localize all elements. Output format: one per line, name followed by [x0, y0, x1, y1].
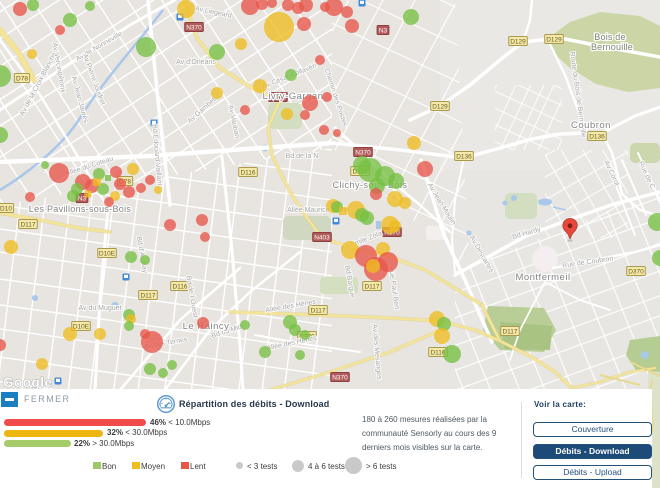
svg-text:D78: D78 [16, 76, 28, 83]
svg-text:N370: N370 [270, 95, 286, 102]
svg-text:D116: D116 [172, 284, 187, 291]
svg-text:N3: N3 [78, 196, 87, 203]
svg-text:D370: D370 [628, 269, 644, 276]
svg-text:D117: D117 [140, 293, 155, 300]
svg-text:Bd de la N: Bd de la N [286, 153, 319, 160]
svg-text:Bois de: Bois de [594, 32, 625, 42]
svg-text:D117: D117 [502, 329, 517, 336]
svg-text:D129: D129 [546, 37, 562, 44]
svg-text:Coubron: Coubron [571, 120, 611, 131]
svg-text:Bernouille: Bernouille [591, 42, 633, 52]
svg-text:N370: N370 [186, 25, 202, 32]
svg-text:Av d'Orléans: Av d'Orléans [176, 59, 216, 66]
svg-text:Montfermeil: Montfermeil [515, 272, 570, 283]
svg-text:D10: D10 [0, 206, 12, 213]
svg-text:N403: N403 [314, 235, 330, 242]
svg-text:D117: D117 [20, 222, 35, 229]
svg-text:D117: D117 [364, 284, 379, 291]
svg-text:D129: D129 [432, 104, 448, 111]
svg-text:D116: D116 [240, 170, 255, 177]
svg-text:D10E: D10E [99, 251, 116, 258]
svg-text:D136: D136 [456, 154, 472, 161]
svg-text:D10E: D10E [73, 324, 90, 331]
svg-text:D136: D136 [589, 134, 605, 141]
svg-text:D116: D116 [430, 350, 445, 357]
svg-text:N3: N3 [379, 28, 388, 35]
svg-text:D117: D117 [310, 308, 325, 315]
svg-text:Allée Maurice Audin: Allée Maurice Audin [287, 207, 349, 214]
svg-text:N370: N370 [355, 150, 371, 157]
svg-text:Google: Google [3, 375, 53, 390]
svg-text:N370: N370 [332, 375, 348, 382]
svg-text:Av du Muguet: Av du Muguet [78, 305, 121, 312]
svg-text:D129: D129 [510, 39, 526, 46]
svg-text:Les Pavillons-sous-Bois: Les Pavillons-sous-Bois [29, 204, 132, 214]
